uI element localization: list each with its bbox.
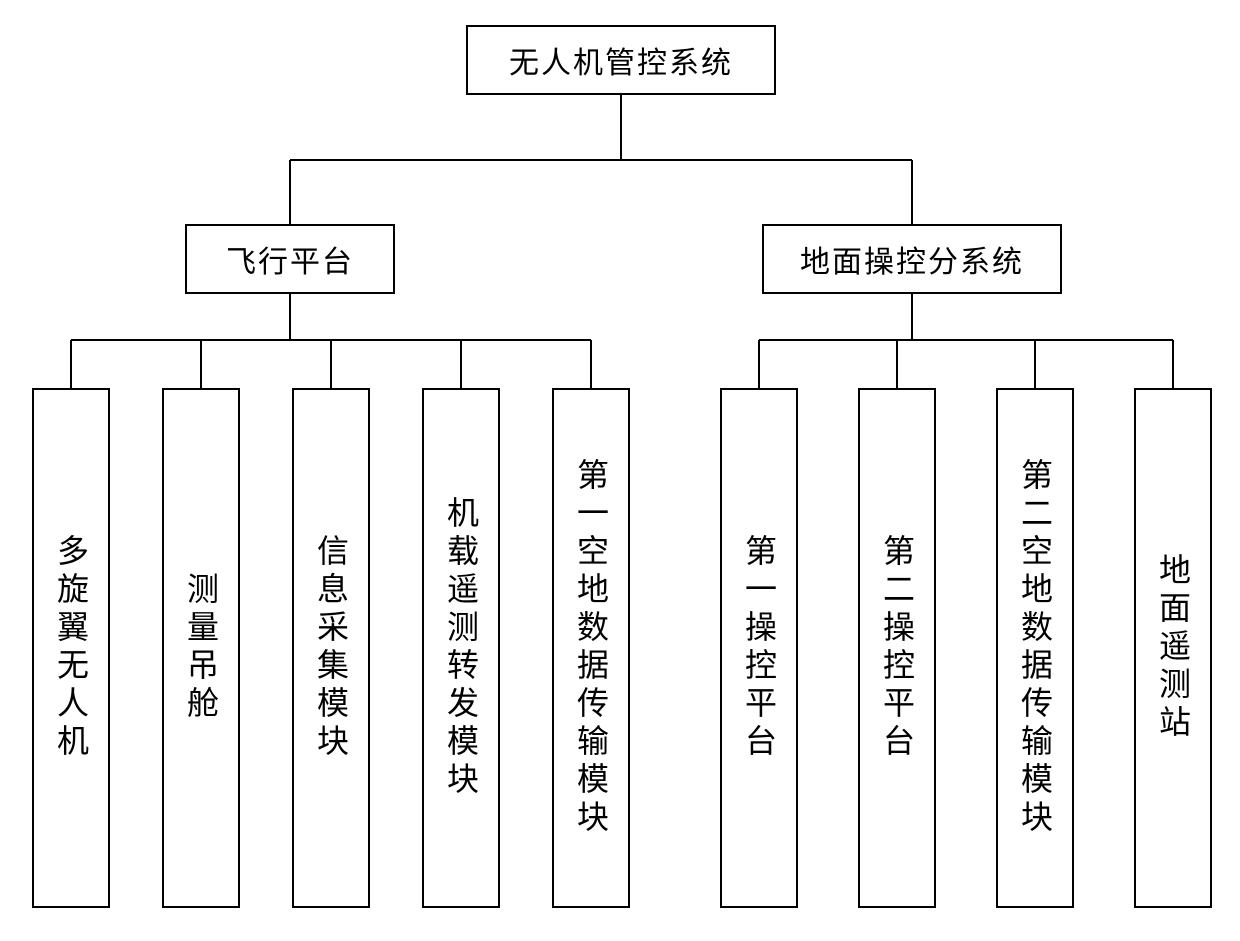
- leaf-label: 多旋翼无人机: [48, 534, 94, 762]
- mid-left-label: 飞行平台: [226, 237, 354, 281]
- leaf-label: 第二空地数据传输模块: [1012, 458, 1058, 838]
- leaf-label: 第二操控平台: [874, 534, 920, 762]
- leaf-node-0: 多旋翼无人机: [32, 388, 110, 908]
- leaf-label: 第一操控平台: [736, 534, 782, 762]
- leaf-node-3: 机载遥测转发模块: [422, 388, 500, 908]
- leaf-node-6: 第二操控平台: [858, 388, 936, 908]
- root-label: 无人机管控系统: [509, 38, 733, 82]
- mid-left-node: 飞行平台: [185, 224, 395, 294]
- leaf-node-7: 第二空地数据传输模块: [996, 388, 1074, 908]
- leaf-label: 地面遥测站: [1150, 553, 1196, 743]
- leaf-label: 第一空地数据传输模块: [568, 458, 614, 838]
- mid-right-label: 地面操控分系统: [800, 237, 1024, 281]
- mid-right-node: 地面操控分系统: [762, 224, 1062, 294]
- leaf-node-8: 地面遥测站: [1134, 388, 1212, 908]
- root-node: 无人机管控系统: [466, 25, 776, 95]
- leaf-node-4: 第一空地数据传输模块: [552, 388, 630, 908]
- leaf-label: 测量吊舱: [178, 572, 224, 724]
- leaf-node-1: 测量吊舱: [162, 388, 240, 908]
- leaf-node-2: 信息采集模块: [292, 388, 370, 908]
- leaf-label: 机载遥测转发模块: [438, 496, 484, 800]
- leaf-node-5: 第一操控平台: [720, 388, 798, 908]
- leaf-label: 信息采集模块: [308, 534, 354, 762]
